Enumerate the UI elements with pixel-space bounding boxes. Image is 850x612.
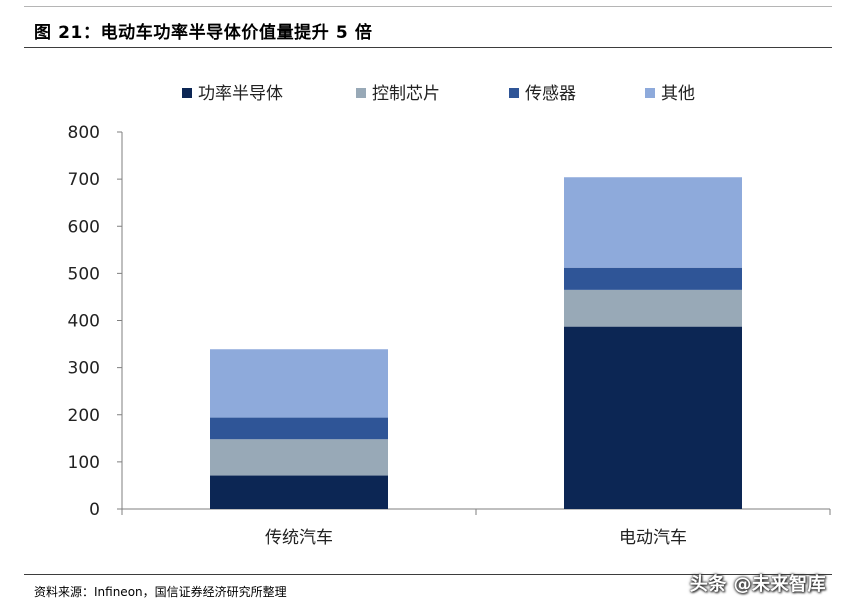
watermark: 头条 @未来智库: [689, 574, 826, 595]
figure-title: 图 21：电动车功率半导体价值量提升 5 倍: [34, 23, 373, 43]
legend-label: 其他: [661, 84, 695, 104]
y-tick-label: 600: [68, 217, 100, 237]
bar-segment: [210, 417, 388, 440]
title-rule: [24, 47, 832, 48]
bars: [210, 177, 742, 509]
bar-segment: [210, 349, 388, 418]
bar-segment: [564, 267, 742, 290]
bar-segment: [210, 439, 388, 476]
y-tick-label: 400: [68, 312, 100, 332]
legend-label: 功率半导体: [198, 84, 283, 104]
y-tick-label: 500: [68, 264, 100, 284]
y-tick-label: 0: [89, 500, 100, 520]
legend-swatch: [356, 88, 366, 98]
bar-segment: [564, 177, 742, 268]
legend-swatch: [182, 88, 192, 98]
bottom-rule: [24, 574, 832, 575]
x-category-label: 传统汽车: [265, 528, 333, 548]
y-tick-label: 300: [68, 359, 100, 379]
y-tick-label: 100: [68, 453, 100, 473]
x-category-label: 电动汽车: [619, 528, 687, 548]
y-tick-label: 700: [68, 170, 100, 190]
y-axis: 0 100 200 300 400 500 600 700 800: [68, 123, 123, 520]
top-rule: [24, 6, 832, 7]
bar-segment: [210, 475, 388, 509]
legend-swatch: [509, 88, 519, 98]
bar-segment: [564, 289, 742, 327]
source-note: 资料来源：Infineon，国信证券经济研究所整理: [34, 585, 287, 599]
y-tick-label: 800: [68, 123, 100, 143]
bar-segment: [564, 326, 742, 509]
legend-label: 控制芯片: [372, 84, 440, 104]
legend-label: 传感器: [525, 84, 576, 104]
legend-swatch: [645, 88, 655, 98]
legend: 功率半导体 控制芯片 传感器 其他: [182, 84, 695, 104]
y-tick-label: 200: [68, 406, 100, 426]
x-axis: 传统汽车 电动汽车: [121, 508, 831, 548]
